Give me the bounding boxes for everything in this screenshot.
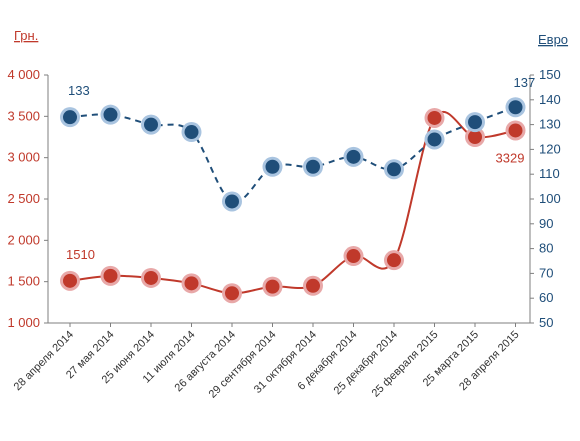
data-label: 1510 [66,247,95,262]
data-label: 133 [68,83,90,98]
right-axis-tick-label: 130 [539,117,561,132]
data-point [144,117,158,132]
data-point [468,115,482,130]
data-point [225,194,239,209]
data-point [265,279,280,294]
right-axis-tick-label: 100 [539,191,561,206]
data-point [387,253,401,268]
data-point [387,162,401,177]
right-axis-tick-label: 110 [539,166,560,181]
data-label: 3329 [496,150,525,165]
left-axis-tick-label: 3 500 [7,108,40,123]
right-axis-tick-label: 70 [539,265,553,280]
left-axis-tick-label: 4 000 [7,67,40,82]
x-axis-tick-label: 28 апреля 2014 [12,329,76,393]
series-line [69,106,516,203]
data-point [468,130,482,144]
right-axis-tick-label: 90 [539,216,553,231]
data-point [306,278,320,293]
right-axis-tick-label: 120 [539,141,561,156]
left-axis-tick-label: 3 000 [7,150,40,165]
series-line [69,110,516,295]
data-point [265,159,280,174]
data-point [103,268,118,283]
right-axis-unit-label: Евро [538,32,568,47]
data-point [306,159,320,174]
data-point [63,110,77,125]
data-label: 137 [514,75,536,90]
data-point [225,286,239,301]
right-axis-tick-label: 140 [539,92,561,107]
left-axis-tick-label: 1 000 [7,315,40,330]
right-axis-tick-label: 50 [539,315,553,330]
left-axis-tick-label: 2 000 [7,232,40,247]
data-point [508,100,523,115]
right-axis-tick-label: 60 [539,290,553,305]
data-point [184,276,199,291]
left-axis-unit-label: Грн. [14,28,38,43]
data-point [427,110,442,125]
left-axis-tick-label: 2 500 [7,191,40,206]
left-axis-tick-label: 1 500 [7,274,40,289]
data-point [508,123,523,138]
data-point [103,107,118,122]
data-point [346,149,361,164]
data-point [63,273,77,288]
right-axis-tick-label: 150 [539,67,561,82]
data-point [346,249,361,264]
data-point [184,125,199,140]
right-axis-tick-label: 80 [539,241,553,256]
data-point [144,270,158,285]
data-point [427,132,442,147]
